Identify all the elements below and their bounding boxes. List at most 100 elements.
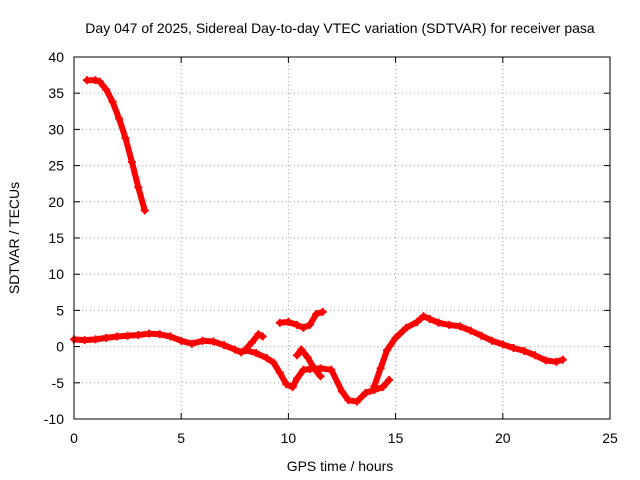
data-point [102,333,111,342]
data-point [134,183,143,192]
data-point [269,358,278,367]
data-point [509,344,518,353]
grid-lines [74,57,610,419]
y-tick-label: 35 [48,85,64,101]
data-point [425,315,434,324]
data-point [282,380,291,389]
y-tick-label: 40 [48,49,64,65]
data-point [318,307,327,316]
data-point [187,339,196,348]
data-point [140,206,149,215]
data-point [297,345,306,354]
data-point [477,331,486,340]
data-point [419,312,428,321]
data-point [488,336,497,345]
data-point [312,310,321,319]
data-point [108,97,117,106]
y-tick-label: 25 [48,158,64,174]
data-point [520,346,529,355]
data-point [498,340,507,349]
data-point [292,374,301,383]
data-point [288,383,297,392]
x-tick-label: 0 [70,430,78,446]
data-point [338,387,346,396]
data-point [445,320,454,329]
data-point [252,349,261,358]
data-point [305,320,314,329]
data-point [241,346,250,355]
data-point [466,326,475,335]
data-point [258,332,267,341]
data-point [262,354,271,363]
y-tick-label: -10 [44,411,64,427]
data-point [378,383,387,392]
data-point [310,364,319,373]
y-tick-label: 0 [56,339,64,355]
data-point [155,330,164,339]
data-point [91,335,100,344]
data-point [127,157,136,166]
data-point [292,320,301,329]
data-point [123,331,132,340]
data-point [299,323,308,332]
data-point [385,375,394,384]
data-point [383,346,392,355]
y-tick-label: -5 [52,375,65,391]
data-point [541,356,550,365]
data-point [292,351,301,360]
data-point [402,323,411,332]
data-point [434,318,443,327]
data-point [247,338,256,347]
data-point [145,329,154,338]
data-point [102,85,111,94]
data-point [91,76,100,85]
axis-ticks [73,56,611,420]
x-tick-label: 5 [177,430,185,446]
data-point [344,396,353,405]
data-point [112,332,121,341]
data-point [455,322,464,331]
data-point [361,388,370,397]
data-point [166,332,175,341]
y-tick-label: 20 [48,194,64,210]
data-point [254,330,263,339]
series-band-segment-early [83,77,148,214]
series-layer [70,76,567,406]
x-tick-label: 10 [281,430,297,446]
data-point [121,134,130,143]
x-tick-label: 15 [388,430,404,446]
data-point [413,317,422,326]
data-point [95,77,104,86]
data-point [209,337,218,346]
x-axis-label: GPS time / hours [287,458,394,474]
data-point [275,318,284,327]
y-axis-label: SDTVAR / TECUs [6,182,22,294]
data-point [82,76,91,85]
data-point [220,341,229,350]
data-point [391,333,400,342]
data-point [198,336,207,345]
chart-title: Day 047 of 2025, Sidereal Day-to-day VTE… [85,20,595,36]
data-point [230,345,239,354]
y-tick-label: 10 [48,266,64,282]
data-point [80,336,89,345]
data-point [530,351,539,360]
data-point [370,382,379,391]
y-tick-label: 15 [48,230,64,246]
y-tick-label: 5 [56,302,64,318]
data-point [558,355,567,364]
y-tick-label: 30 [48,121,64,137]
data-point [376,364,385,373]
y-tick-labels: -10 -5 0 5 10 15 20 25 30 35 40 [44,49,64,427]
data-point [353,397,362,406]
data-point [284,317,293,326]
data-point [177,336,186,345]
x-tick-label: 25 [602,430,618,446]
data-point [316,372,325,381]
data-point [552,357,561,366]
x-tick-label: 20 [495,430,511,446]
data-point [275,368,284,377]
data-point [115,114,124,123]
data-point [327,365,336,374]
